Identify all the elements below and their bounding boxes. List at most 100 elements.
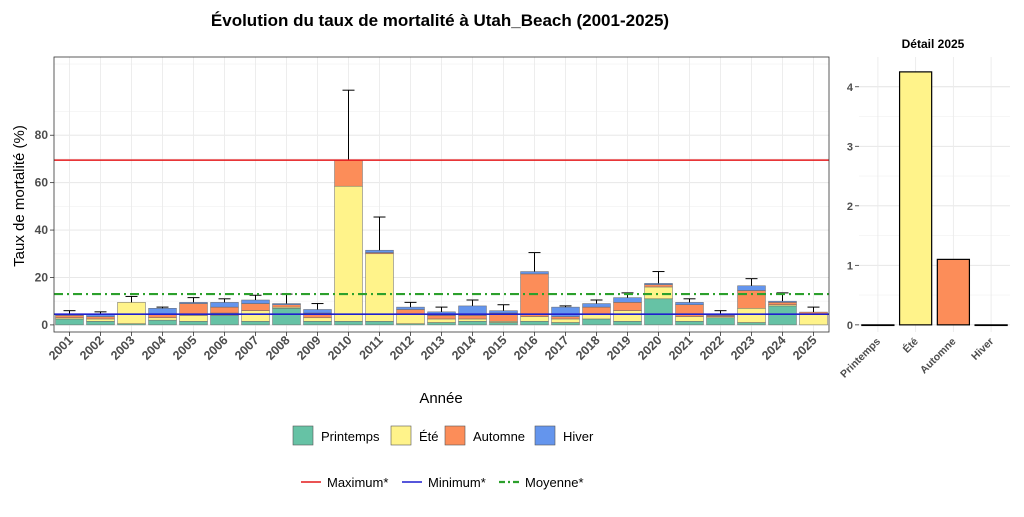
legend-label: Hiver (563, 429, 594, 444)
legend-line-label: Maximum* (327, 475, 388, 490)
bar-segment (210, 302, 239, 308)
bar-segment (737, 308, 766, 323)
reference-line-legend: Maximum* Minimum* Moyenne* (301, 475, 584, 490)
bar-segment (706, 317, 735, 326)
bar-segment (582, 303, 611, 308)
main-x-tick-label: 2010 (325, 333, 355, 363)
bar-segment (768, 300, 797, 303)
bar-segment (458, 321, 487, 326)
main-x-tick-label: 2016 (511, 333, 541, 363)
main-x-tick-label: 2017 (542, 333, 572, 363)
bar-segment (272, 303, 301, 305)
bar-segment (520, 321, 549, 326)
bar-segment (675, 321, 704, 326)
bar-segment (768, 305, 797, 326)
main-x-tick-label: 2020 (635, 333, 665, 363)
bar-segment (241, 299, 270, 304)
detail-x-tick-label: Hiver (969, 336, 996, 363)
bar-segment (55, 315, 84, 319)
main-x-tick-label: 2001 (46, 333, 76, 363)
legend-swatch (534, 425, 556, 446)
detail-y-tick-label: 3 (847, 141, 853, 153)
bar-segment (551, 316, 580, 320)
bar-segment (272, 308, 301, 326)
main-x-tick-label: 2006 (201, 333, 231, 363)
main-x-tick-label: 2024 (759, 333, 789, 363)
bar-segment (303, 321, 332, 326)
bar-segment (644, 283, 673, 285)
bar-segment (179, 302, 208, 304)
legend-swatch (444, 425, 466, 446)
detail-bar (974, 324, 1008, 327)
detail-bar (898, 71, 933, 326)
main-x-tick-label: 2023 (728, 333, 758, 363)
bar-segment (365, 253, 394, 322)
main-x-tick-label: 2007 (232, 333, 262, 363)
bar-segment (334, 321, 363, 326)
bar-segment (458, 315, 487, 320)
bar-segment (241, 310, 270, 322)
bar-segment (148, 308, 177, 315)
bar-segment (737, 322, 766, 326)
main-y-tick-label: 20 (35, 270, 49, 284)
bar-segment (334, 185, 363, 322)
bar-segment (365, 249, 394, 253)
main-x-axis-label: Année (419, 390, 462, 407)
detail-y-tick-label: 2 (847, 201, 853, 213)
bar-segment (613, 310, 642, 322)
main-x-tick-label: 2014 (449, 333, 479, 363)
bar-segment (241, 321, 270, 326)
detail-x-tick-label: Printemps (838, 336, 883, 381)
main-chart-title: Évolution du taux de mortalité à Utah_Be… (211, 11, 669, 30)
detail-x-tick-label: Automne (918, 336, 959, 377)
legend-label: Printemps (321, 429, 380, 444)
main-x-tick-label: 2012 (387, 333, 417, 363)
main-x-tick-label: 2019 (604, 333, 634, 363)
main-y-tick-label: 60 (35, 176, 49, 190)
bar-segment (582, 318, 611, 326)
bar-segment (241, 303, 270, 311)
main-x-tick-label: 2004 (139, 333, 169, 363)
bar-segment (272, 304, 301, 308)
legend-swatch (292, 425, 314, 446)
bar-segment (148, 317, 177, 321)
main-y-tick-label: 0 (41, 318, 48, 332)
bar-segment (458, 318, 487, 322)
main-y-tick-label: 80 (35, 128, 49, 142)
legend-label: Automne (473, 429, 525, 444)
bar-segment (644, 286, 673, 300)
main-x-tick-label: 2015 (480, 333, 510, 363)
detail-y-tick-label: 4 (847, 82, 854, 94)
bar-segment (86, 318, 115, 322)
bar-segment (210, 306, 239, 314)
main-x-tick-label: 2003 (108, 333, 138, 363)
main-x-tick-label: 2005 (170, 333, 200, 363)
main-y-tick-label: 40 (35, 223, 49, 237)
main-y-axis-label: Taux de mortalité (%) (11, 125, 28, 267)
bar-segment (117, 302, 146, 324)
main-x-tick-label: 2013 (418, 333, 448, 363)
bar-segment (334, 159, 363, 187)
bar-segment (179, 321, 208, 326)
bar-segment (148, 319, 177, 326)
bar-segment (520, 271, 549, 275)
bar-segment (613, 302, 642, 311)
detail-bar (861, 324, 895, 327)
bar-segment (520, 273, 549, 317)
bar-segment (303, 309, 332, 314)
season-legend: Printemps Été Automne Hiver (292, 425, 594, 446)
main-x-tick-label: 2011 (357, 333, 386, 362)
legend-line-label: Moyenne* (525, 475, 584, 490)
legend-swatch (390, 425, 412, 446)
bar-segment (489, 310, 518, 314)
bar-segment (55, 318, 84, 326)
bar-segment (86, 316, 115, 320)
bar-segment (396, 306, 425, 310)
bar-segment (613, 321, 642, 326)
detail-x-tick-label: Été (900, 335, 921, 356)
bar-segment (520, 316, 549, 322)
bar-segment (86, 321, 115, 326)
